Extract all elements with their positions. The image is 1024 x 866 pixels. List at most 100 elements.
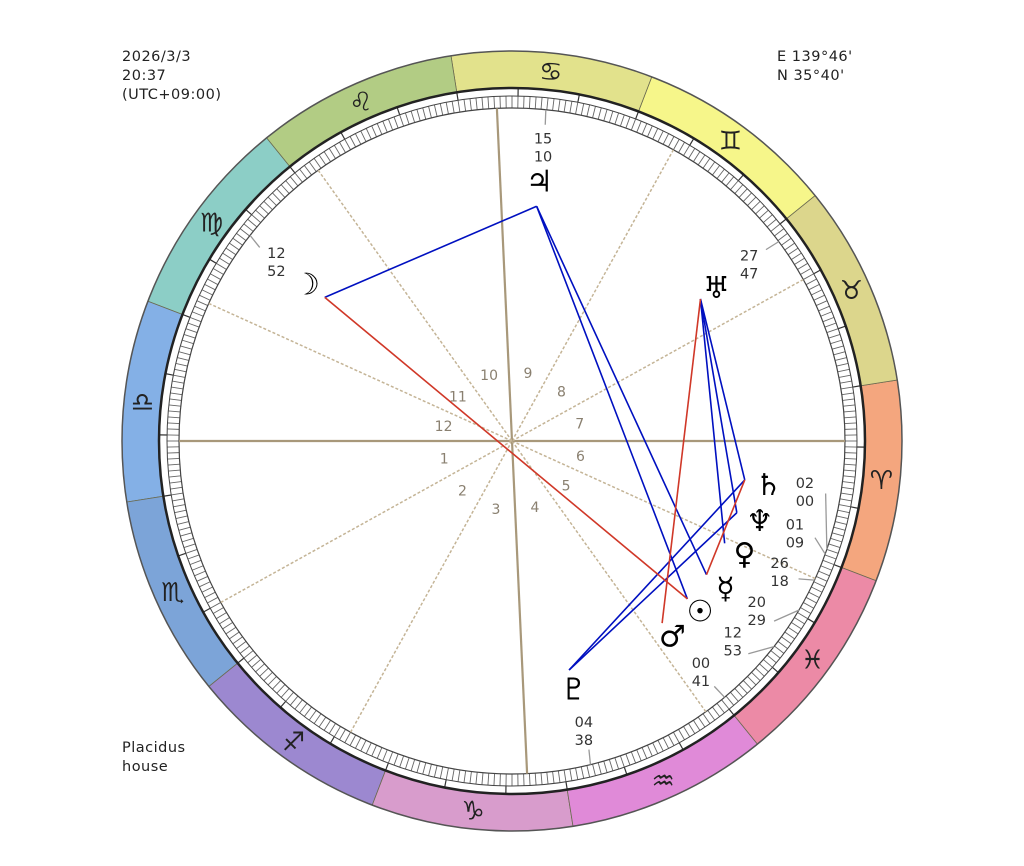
degree-tick (820, 311, 833, 317)
degree-tick (781, 636, 792, 645)
degree-tick (371, 745, 377, 757)
degree-tick (167, 416, 180, 419)
degree-tick (818, 570, 830, 577)
degree-tick (204, 591, 216, 599)
degree-tick (180, 345, 193, 350)
degree-tick (552, 771, 555, 784)
saturn-icon: ♄︎ (755, 468, 782, 503)
sun-minute: 53 (723, 644, 741, 660)
tick-ring-outer (166, 95, 858, 787)
aspect-line-uranus-neptune (699, 298, 738, 513)
degree-tick (201, 289, 213, 296)
degree-tick (304, 165, 312, 176)
sign-glyph-virgo-icon: ♍︎ (200, 209, 223, 239)
saturn-degree: 02 (796, 476, 814, 492)
degree-tick (734, 184, 744, 194)
decan-tick (852, 385, 861, 388)
degree-tick (841, 486, 854, 490)
degree-tick (469, 771, 472, 784)
degree-tick (657, 130, 664, 142)
aspect-line-moon-sun (324, 296, 688, 600)
degree-tick (323, 720, 332, 731)
degree-tick (673, 139, 680, 150)
degree-tick (493, 96, 496, 109)
degree-tick (803, 273, 814, 280)
degree-tick (475, 97, 478, 110)
degree-tick (586, 765, 591, 778)
degree-tick (816, 576, 828, 582)
sign-glyph-leo-icon: ♌︎ (349, 88, 372, 118)
sign-glyph-aquarius-icon: ♒︎ (651, 766, 674, 796)
sign-glyph-capricorn-icon: ♑︎ (462, 796, 485, 826)
degree-tick (774, 645, 785, 654)
degree-tick (636, 120, 642, 133)
degree-tick (784, 631, 795, 640)
sign-glyph-sagittarius-icon: ♐︎ (282, 728, 305, 758)
degree-tick (280, 688, 290, 698)
degree-tick (175, 362, 188, 367)
degree-tick (196, 300, 208, 306)
degree-tick (836, 362, 849, 367)
degree-tick (763, 214, 773, 223)
degree-tick (299, 168, 308, 179)
degree-tick (625, 116, 631, 129)
degree-tick (212, 268, 224, 275)
degree-tick (360, 740, 367, 752)
decan-tick (202, 607, 211, 613)
degree-tick (313, 713, 322, 724)
degree-tick (239, 645, 250, 654)
degree-tick (196, 576, 208, 582)
degree-tick (251, 659, 261, 668)
degree-tick (614, 112, 620, 125)
degree-tick (770, 223, 781, 232)
degree-tick (168, 404, 181, 407)
pluto-degree: 04 (575, 715, 593, 731)
degree-tick (170, 486, 183, 490)
degree-tick (563, 100, 567, 113)
decan-tick (577, 94, 580, 103)
degree-tick (207, 596, 219, 604)
degree-tick (697, 154, 706, 166)
degree-tick (840, 386, 853, 390)
venus-minute: 18 (770, 574, 788, 590)
degree-tick (833, 526, 846, 531)
degree-tick (636, 749, 642, 762)
degree-tick (738, 188, 748, 198)
degree-tick (826, 548, 839, 554)
degree-tick (838, 504, 851, 508)
degree-tick (410, 110, 416, 123)
decan-tick (838, 325, 846, 330)
degree-tick (216, 262, 227, 270)
degree-tick (738, 684, 748, 694)
degree-tick (167, 463, 180, 466)
degree-tick (540, 97, 543, 110)
degree-tick (232, 237, 243, 246)
house-number: 3 (492, 502, 501, 518)
degree-tick (333, 726, 341, 737)
degree-tick (797, 262, 808, 270)
house-system-suffix: house (122, 759, 169, 775)
degree-tick (678, 729, 685, 741)
degree-tick (647, 745, 653, 757)
degree-tick (285, 180, 294, 190)
degree-tick (673, 732, 680, 743)
degree-tick (777, 233, 788, 241)
degree-tick (299, 703, 308, 714)
venus-degree: 26 (770, 556, 788, 572)
degree-tick (826, 328, 839, 334)
degree-tick (171, 386, 184, 390)
degree-tick (763, 659, 773, 668)
degree-tick (313, 158, 322, 169)
pluto-icon: ♇︎ (560, 672, 587, 707)
degree-tick (191, 565, 204, 571)
degree-tick (794, 617, 805, 625)
degree-tick (830, 339, 843, 345)
saturn-leader-line (824, 493, 828, 550)
degree-tick (563, 769, 567, 782)
degree-tick (662, 133, 670, 145)
degree-tick (189, 316, 202, 323)
sun-leader-line (748, 645, 775, 655)
degree-tick (603, 109, 608, 122)
degree-tick (803, 602, 814, 609)
degree-tick (308, 161, 317, 172)
